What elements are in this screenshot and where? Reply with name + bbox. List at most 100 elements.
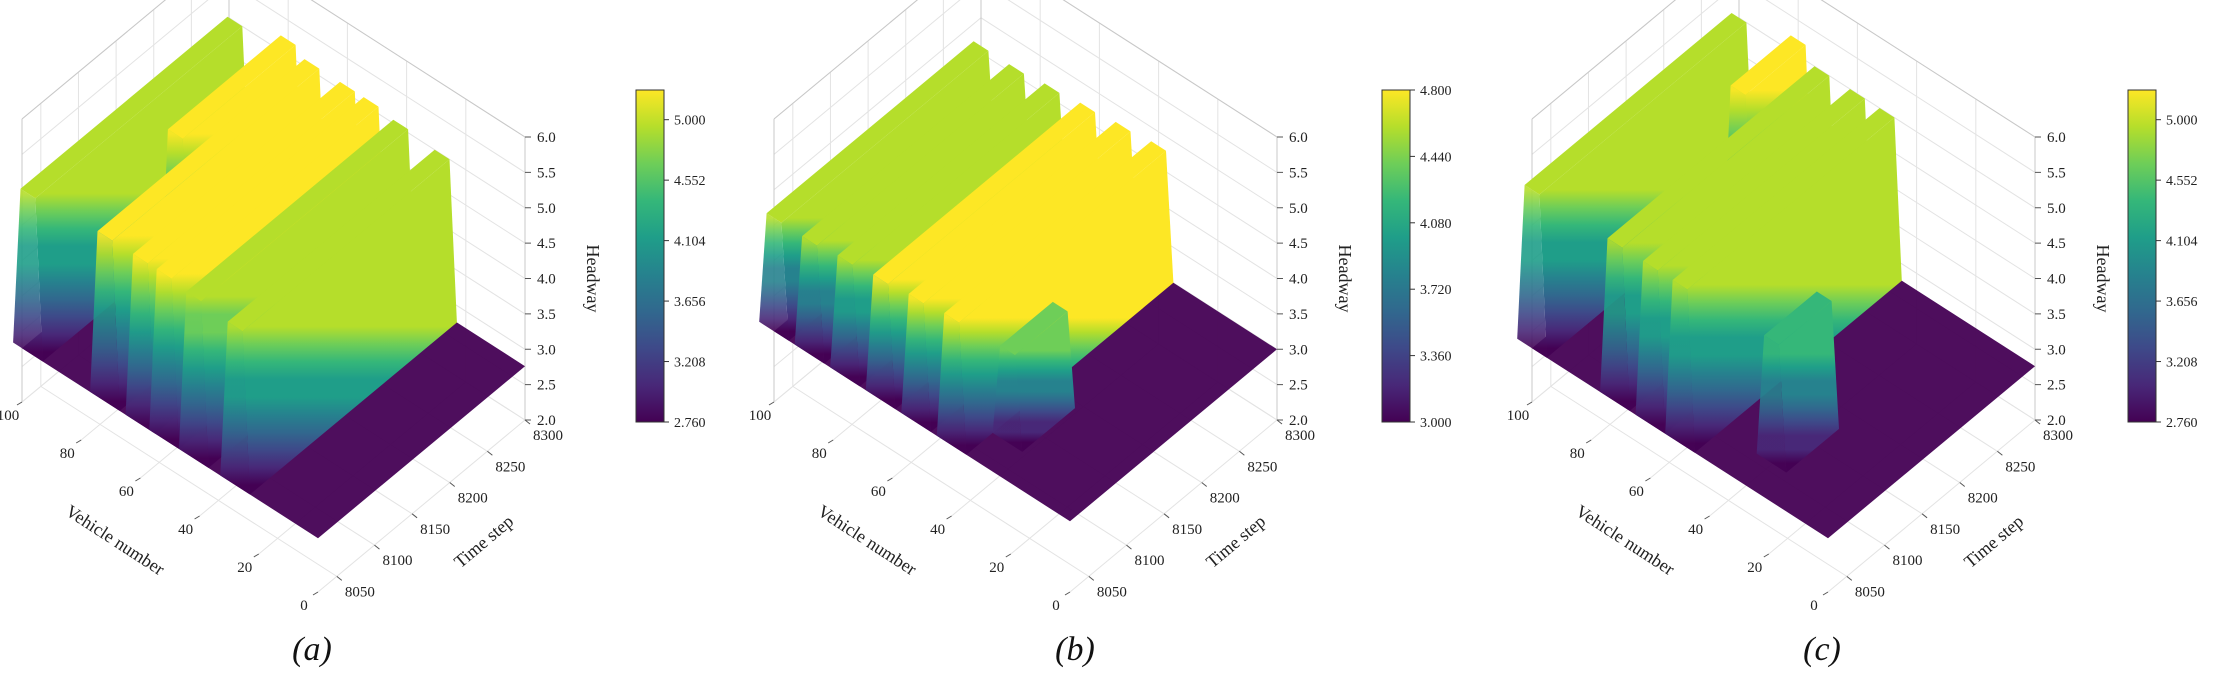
x-tick-label: 60 — [871, 484, 886, 500]
x-tick-label: 20 — [1747, 560, 1762, 576]
surface-ridge-top — [1643, 89, 1865, 271]
surface-ridge — [1539, 22, 1754, 358]
z-axis-label: Headway — [583, 245, 603, 313]
x-tick-label: 80 — [60, 446, 75, 462]
colorbar-gradient — [2127, 89, 2157, 423]
surface-ridge-end — [1517, 185, 1547, 358]
surface-ridge-end — [794, 236, 825, 364]
x-tick-label: 100 — [0, 408, 19, 424]
z-tick-label: 4.0 — [2047, 272, 2066, 288]
z-tick-label: 3.0 — [537, 342, 556, 358]
y-axis-label: Time step — [450, 511, 517, 572]
surface-ridge-top — [1730, 35, 1806, 95]
z-tick-label: 6.0 — [2047, 130, 2066, 146]
surface-ridge-end — [865, 274, 896, 410]
surface-ridge-top — [1000, 301, 1068, 356]
z-tick-label: 6.0 — [537, 130, 556, 146]
colorbar-tick-label: 4.104 — [2166, 235, 2198, 250]
colorbar-tick-label: 3.208 — [2166, 356, 2198, 371]
x-tick-label: 80 — [812, 446, 827, 462]
colorbar-tick-label: 3.656 — [674, 295, 706, 310]
surface-ridge-end — [1600, 238, 1630, 411]
surface-ridge-end — [992, 345, 1023, 452]
colorbar-tick-label: 4.552 — [674, 174, 706, 189]
x-axis-label: Vehicle number — [814, 501, 920, 580]
y-tick-label: 8300 — [1285, 428, 1315, 444]
surface-ridge-top — [97, 59, 320, 241]
x-tick-label: 100 — [749, 408, 772, 424]
colorbar-tick-label: 2.760 — [2166, 416, 2198, 431]
y-tick-label: 8050 — [1097, 584, 1127, 600]
colorbar-tick-label: 4.800 — [1420, 84, 1452, 99]
y-tick-label: 8050 — [345, 584, 375, 600]
x-tick-label: 60 — [1629, 484, 1644, 500]
z-tick-label: 5.0 — [537, 201, 556, 217]
surface-ridge-top — [873, 102, 1095, 285]
surface-ridge-end — [90, 231, 120, 411]
z-tick-label: 2.0 — [2047, 413, 2066, 429]
surface-ridge-top — [802, 64, 1024, 246]
surface-ridge-end — [1635, 261, 1666, 434]
colorbar: 5.000 4.552 4.104 3.656 3.208 2.760 — [2127, 89, 2198, 431]
z-tick-label: 4.5 — [1289, 236, 1308, 252]
y-tick-label: 8200 — [1210, 491, 1240, 507]
z-tick-label: 4.5 — [537, 236, 556, 252]
x-tick-label: 40 — [1688, 522, 1703, 538]
colorbar-gradient — [1381, 89, 1411, 423]
surface-ridge-top — [837, 83, 1060, 265]
surface-ridge-end — [936, 313, 967, 455]
surface-ridge-end — [901, 293, 931, 432]
y-tick-label: 8050 — [1855, 584, 1885, 600]
z-tick-label: 4.5 — [2047, 236, 2066, 252]
surface-ridge — [1778, 301, 1839, 473]
surface-ridge-end — [759, 213, 789, 341]
surface-ridge-end — [178, 291, 209, 468]
x-tick-label: 60 — [119, 484, 134, 500]
surface-ridge-end — [830, 255, 860, 387]
colorbar-tick-label: 2.760 — [674, 416, 706, 431]
y-tick-label: 8200 — [458, 491, 488, 507]
z-tick-label: 2.5 — [1289, 378, 1308, 394]
y-axis-ticks: 8050 8100 8150 8200 8250 8300 — [1088, 419, 1315, 600]
surface-ridge-top — [227, 149, 450, 332]
y-tick-label: 8300 — [533, 428, 563, 444]
surface-ridge-top — [1524, 13, 1747, 195]
z-tick-label: 4.0 — [537, 272, 556, 288]
z-axis-label: Headway — [1335, 245, 1355, 313]
x-tick-label: 40 — [178, 522, 193, 538]
y-axis-ticks: 8050 8100 8150 8200 8250 8300 — [1846, 419, 2073, 600]
surface-ridge-top — [156, 97, 379, 279]
colorbar-tick-label: 3.208 — [674, 356, 706, 371]
colorbar-tick-label: 4.104 — [674, 235, 706, 250]
z-tick-label: 3.0 — [1289, 342, 1308, 358]
surface-ridge-top — [20, 16, 243, 199]
z-tick-label: 3.5 — [1289, 307, 1308, 323]
surface-ridge-top — [766, 41, 989, 223]
surface-ridge-top — [1764, 291, 1832, 345]
surface-ridge-end — [125, 253, 156, 434]
surface-ridge-end — [1665, 280, 1695, 453]
panel-label: (b) — [1055, 631, 1095, 668]
colorbar-gradient — [635, 89, 665, 423]
panel-label: (c) — [1803, 631, 1841, 668]
colorbar-tick-label: 4.440 — [1420, 150, 1452, 165]
y-tick-label: 8150 — [1172, 522, 1202, 538]
colorbar-tick-label: 3.000 — [1420, 416, 1452, 431]
colorbar-tick-label: 3.656 — [2166, 295, 2198, 310]
x-tick-label: 20 — [237, 560, 252, 576]
x-axis-ticks: 0 20 40 60 80 100 — [749, 401, 1071, 614]
z-tick-label: 2.0 — [1289, 413, 1308, 429]
surface-ridge-top — [944, 141, 1166, 323]
surface-ridge-top — [167, 35, 296, 139]
colorbar-tick-label: 5.000 — [2166, 114, 2198, 129]
z-tick-label: 3.0 — [2047, 342, 2066, 358]
z-tick-label: 5.5 — [1289, 165, 1308, 181]
colorbar: 4.800 4.440 4.080 3.720 3.360 3.000 — [1381, 84, 1452, 431]
z-tick-label: 5.0 — [1289, 201, 1308, 217]
surface-ridge-top — [1607, 66, 1830, 248]
colorbar: 5.000 4.552 4.104 3.656 3.208 2.760 — [635, 89, 706, 431]
chart-panel-3: 0204060801008050810081508200825083002.02… — [1507, 0, 2198, 668]
z-tick-label: 2.0 — [537, 413, 556, 429]
y-axis-label: Time step — [1202, 511, 1269, 572]
y-tick-label: 8150 — [1930, 522, 1960, 538]
